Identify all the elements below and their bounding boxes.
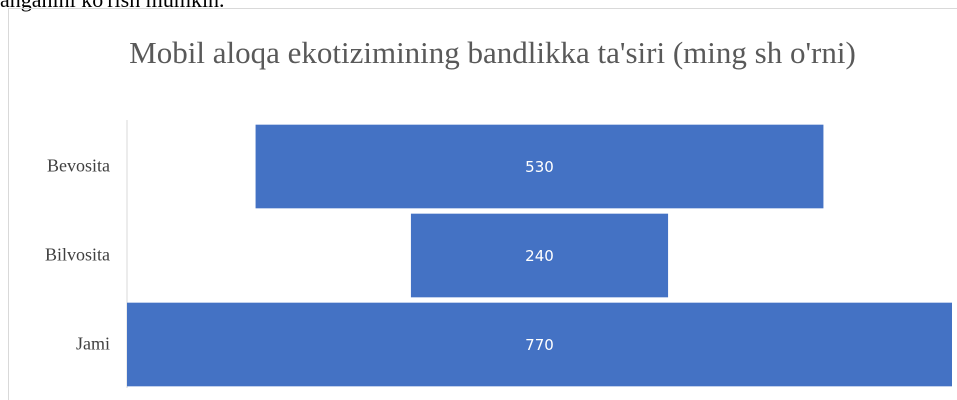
data-label: 530 xyxy=(525,158,554,176)
chart-frame xyxy=(8,8,957,400)
bar xyxy=(127,302,952,387)
category-label: Bilvosita xyxy=(45,245,110,265)
chart-title: Mobil aloqa ekotizimining bandlikka ta's… xyxy=(129,35,856,70)
category-label: Bevosita xyxy=(47,156,110,176)
document-text: anganini ko'rish mumkin. xyxy=(0,0,225,13)
bar xyxy=(410,213,669,298)
category-label: Jami xyxy=(76,334,110,354)
data-label: 770 xyxy=(525,336,554,354)
bar xyxy=(255,124,824,209)
data-label: 240 xyxy=(525,247,554,265)
